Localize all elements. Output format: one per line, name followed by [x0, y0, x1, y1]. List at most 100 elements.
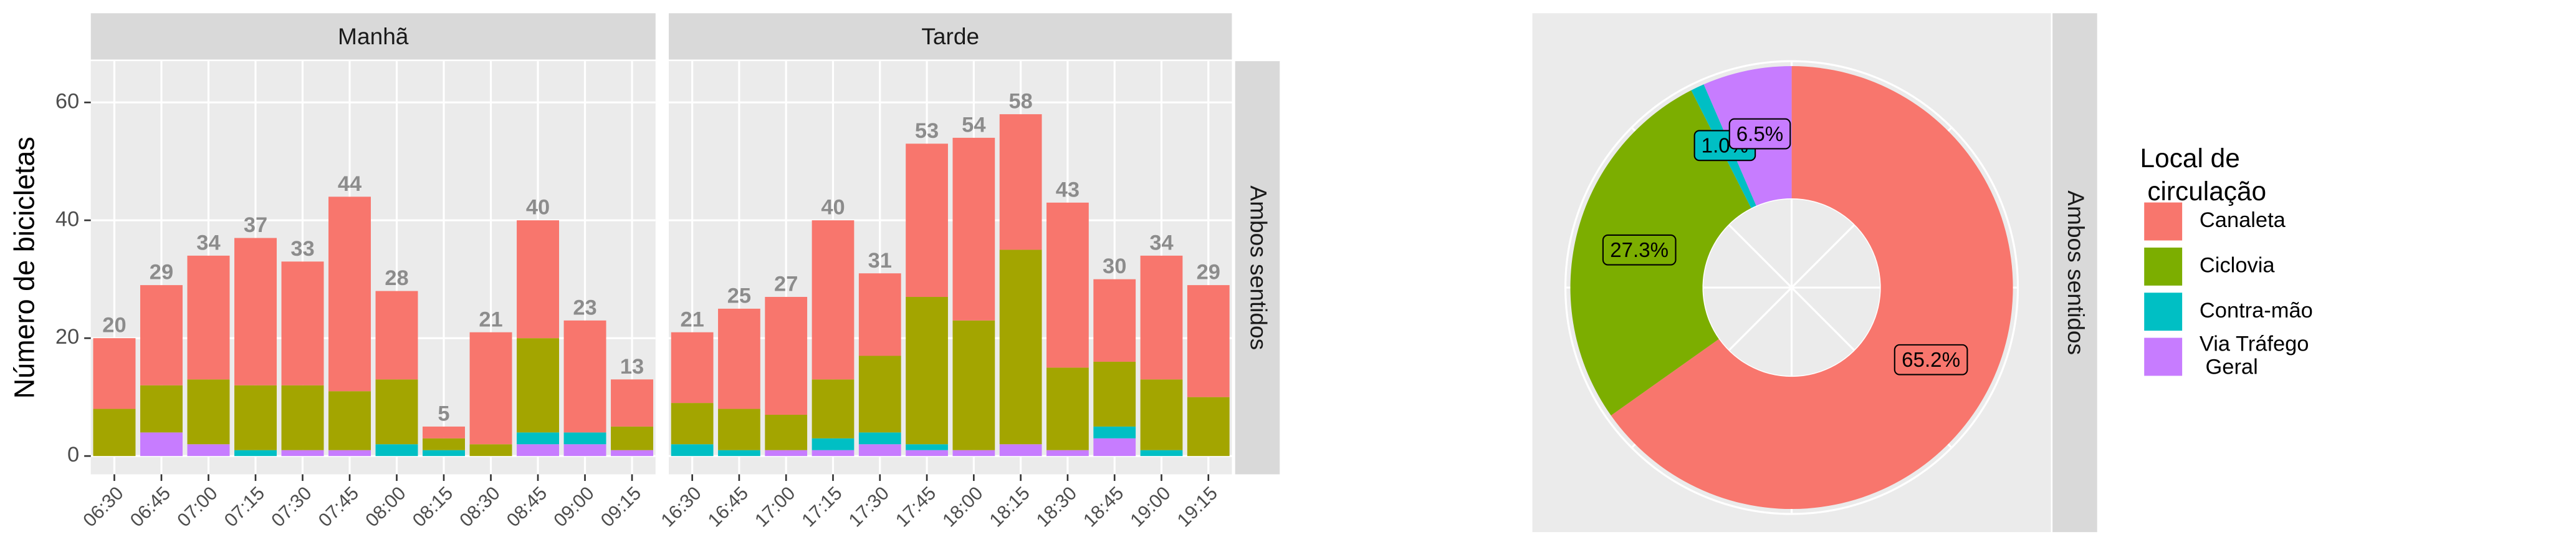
y-tick-label: 0: [67, 443, 79, 467]
bar-segment: [765, 450, 808, 457]
panel-strip: [668, 13, 1232, 60]
bar-segment: [858, 444, 901, 457]
total-label: 29: [150, 261, 173, 284]
bar-segment: [423, 426, 465, 438]
bar-segment: [1140, 379, 1183, 450]
bar-segment: [1046, 367, 1089, 450]
facet-title: Tarde: [921, 23, 979, 49]
total-label: 31: [868, 249, 892, 273]
bar-segment: [469, 444, 512, 457]
facet-title: Manhã: [338, 23, 409, 49]
value-label: 6.5%: [1728, 118, 1791, 150]
total-label: 34: [196, 231, 220, 254]
bar-segment: [423, 438, 465, 450]
bar-segment: [906, 450, 948, 457]
bar-segment: [234, 385, 277, 450]
value-label: 27.3%: [1602, 234, 1677, 266]
total-label: 13: [620, 355, 644, 379]
bar-segment: [812, 379, 855, 438]
value-label-box: [1728, 118, 1791, 150]
bar-segment: [140, 385, 183, 433]
bar-segment: [1093, 279, 1136, 362]
bar-segment: [611, 379, 654, 427]
bar-segment: [93, 338, 136, 409]
bar-segment: [281, 450, 324, 457]
value-label-text: 65.2%: [1902, 349, 1960, 372]
total-label: 21: [680, 307, 704, 331]
bar-segment: [93, 409, 136, 457]
legend-key: [2142, 336, 2184, 378]
bar-segment: [187, 255, 230, 380]
bar-segment: [234, 450, 277, 457]
bar-segment: [718, 450, 760, 457]
value-label-box: [1894, 344, 1968, 375]
bar-segment: [234, 238, 277, 385]
bar-segment: [858, 356, 901, 433]
legend-key: [2142, 291, 2184, 332]
bar-segment: [517, 432, 560, 445]
bar-segment: [812, 438, 855, 450]
bar-segment: [140, 432, 183, 457]
value-label-text: 27.3%: [1610, 239, 1669, 262]
bar-segment: [999, 444, 1042, 457]
legend-key: [2142, 246, 2184, 288]
bar-segment: [328, 196, 371, 392]
bar-segment: [812, 220, 855, 380]
value-label-text: 6.5%: [1736, 123, 1783, 146]
bar-segment: [281, 261, 324, 385]
y-axis-title: Número de bicicletas: [8, 137, 40, 399]
legend-key: [2142, 200, 2184, 243]
total-label: 40: [821, 196, 845, 220]
total-label: 25: [727, 284, 751, 307]
bar-segment: [906, 297, 948, 445]
bar-segment: [671, 444, 714, 457]
bar-segment: [999, 249, 1042, 445]
bar-segment: [563, 320, 606, 433]
bar-segment: [328, 391, 371, 450]
bar-segment: [812, 450, 855, 457]
total-label: 34: [1149, 231, 1173, 254]
bar-segment: [140, 285, 183, 385]
panel-background: [90, 61, 656, 475]
legend-label: Ciclovia: [2200, 253, 2275, 277]
bar-segment: [187, 379, 230, 445]
bar-segment: [858, 273, 901, 356]
bar-segment: [423, 450, 465, 457]
total-label: 23: [573, 296, 596, 319]
total-label: 53: [915, 119, 939, 143]
bar-segment: [671, 403, 714, 445]
bar-segment: [375, 291, 418, 380]
bar-segment: [611, 450, 654, 457]
bar-segment: [375, 444, 418, 457]
bar-segment: [999, 114, 1042, 250]
total-label: 20: [102, 314, 126, 337]
bar-segment: [281, 385, 324, 450]
total-label: 30: [1103, 254, 1126, 278]
total-label: 37: [244, 213, 267, 237]
legend-label: Via Tráfego Geral: [2200, 332, 2309, 379]
bar-segment: [906, 143, 948, 298]
total-label: 54: [962, 113, 985, 137]
y-tick-label: 60: [55, 89, 79, 113]
bar-segment: [375, 379, 418, 445]
strip-right-label: Ambos sentidos: [2063, 190, 2089, 355]
panel-strip-right: [1235, 61, 1280, 475]
bar-segment: [328, 450, 371, 457]
total-label: 5: [438, 402, 449, 425]
total-label: 28: [385, 266, 408, 290]
strip-right-label: Ambos sentidos: [1245, 185, 1271, 350]
bar-segment: [765, 414, 808, 450]
total-label: 29: [1197, 261, 1220, 284]
legend-label: Contra-mão: [2200, 299, 2313, 322]
bar-segment: [1187, 397, 1230, 457]
total-label: 21: [479, 307, 502, 331]
bar-segment: [611, 426, 654, 450]
bar-segment: [517, 444, 560, 457]
panel-background: [668, 61, 1232, 475]
bar-segment: [906, 444, 948, 450]
total-label: 44: [338, 172, 362, 196]
bar-segment: [952, 137, 995, 321]
total-label: 40: [526, 196, 550, 220]
bar-segment: [517, 338, 560, 433]
